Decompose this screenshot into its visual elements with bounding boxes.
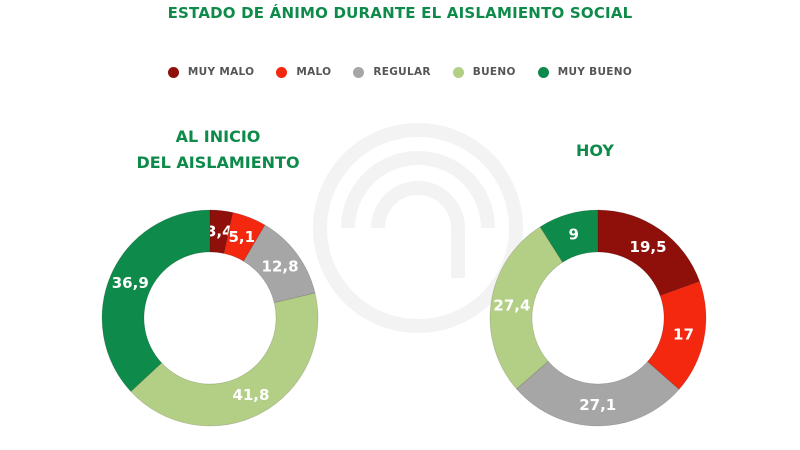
legend-item-regular: REGULAR: [353, 66, 430, 78]
legend-label: BUENO: [472, 66, 516, 78]
legend-dot-icon: [537, 66, 549, 78]
legend-label: MALO: [296, 66, 332, 78]
donut-segment-regular: [243, 224, 316, 304]
legend-dot-icon: [276, 66, 288, 78]
segment-value-label: 19,5: [630, 238, 667, 256]
legend-item-bueno: BUENO: [452, 66, 516, 78]
donut-segment-regular: [515, 360, 680, 427]
legend-item-malo: MALO: [276, 66, 331, 78]
chart-2-title-line1: HOY: [575, 141, 614, 160]
watermark-logo-icon: [313, 123, 523, 333]
segment-value-label: 41,8: [232, 386, 269, 404]
donut-chart-hoy: 19,5 17 27,1 27,4 9: [489, 209, 707, 427]
legend: MUY MALO MALO REGULAR BUENO MUY BUENO: [0, 66, 800, 78]
donut-segment-bueno: [489, 226, 564, 390]
segment-value-label: 5,1: [228, 228, 255, 246]
donut-segment-muy-bueno: [101, 209, 211, 393]
segment-value-label: 36,9: [112, 274, 149, 292]
donut-segment-bueno: [130, 292, 319, 427]
chart-title: ESTADO DE ÁNIMO DURANTE EL AISLAMIENTO S…: [167, 4, 633, 22]
segment-value-label: 27,1: [579, 396, 616, 414]
donut-segment-malo: [646, 280, 707, 390]
donut-segment-muy-malo: [209, 209, 234, 254]
legend-dot-icon: [353, 66, 365, 78]
chart-2-title: HOY: [535, 138, 655, 164]
legend-label: MUY MALO: [187, 66, 255, 78]
chart-1-title-line1: AL INICIO: [175, 127, 261, 146]
donut-segment-muy-bueno: [539, 209, 599, 263]
segment-value-label: 3,4: [206, 222, 233, 240]
segment-value-label: 17: [673, 325, 694, 343]
donut-chart-inicio: 3,45,1 12,8 41,8 36,9: [101, 209, 319, 427]
donut-segment-muy-malo: [597, 209, 701, 297]
chart-1-title: AL INICIO DEL AISLAMIENTO: [110, 124, 326, 176]
legend-label: MUY BUENO: [557, 66, 633, 78]
legend-item-muy-malo: MUY MALO: [167, 66, 255, 78]
legend-item-muy-bueno: MUY BUENO: [537, 66, 633, 78]
legend-dot-icon: [167, 66, 179, 78]
legend-dot-icon: [452, 66, 464, 78]
segment-value-label: 9: [569, 225, 579, 243]
segment-value-label: 27,4: [493, 296, 530, 314]
segment-value-label: 12,8: [262, 257, 299, 275]
chart-1-title-line2: DEL AISLAMIENTO: [136, 153, 300, 172]
legend-label: REGULAR: [373, 66, 431, 78]
